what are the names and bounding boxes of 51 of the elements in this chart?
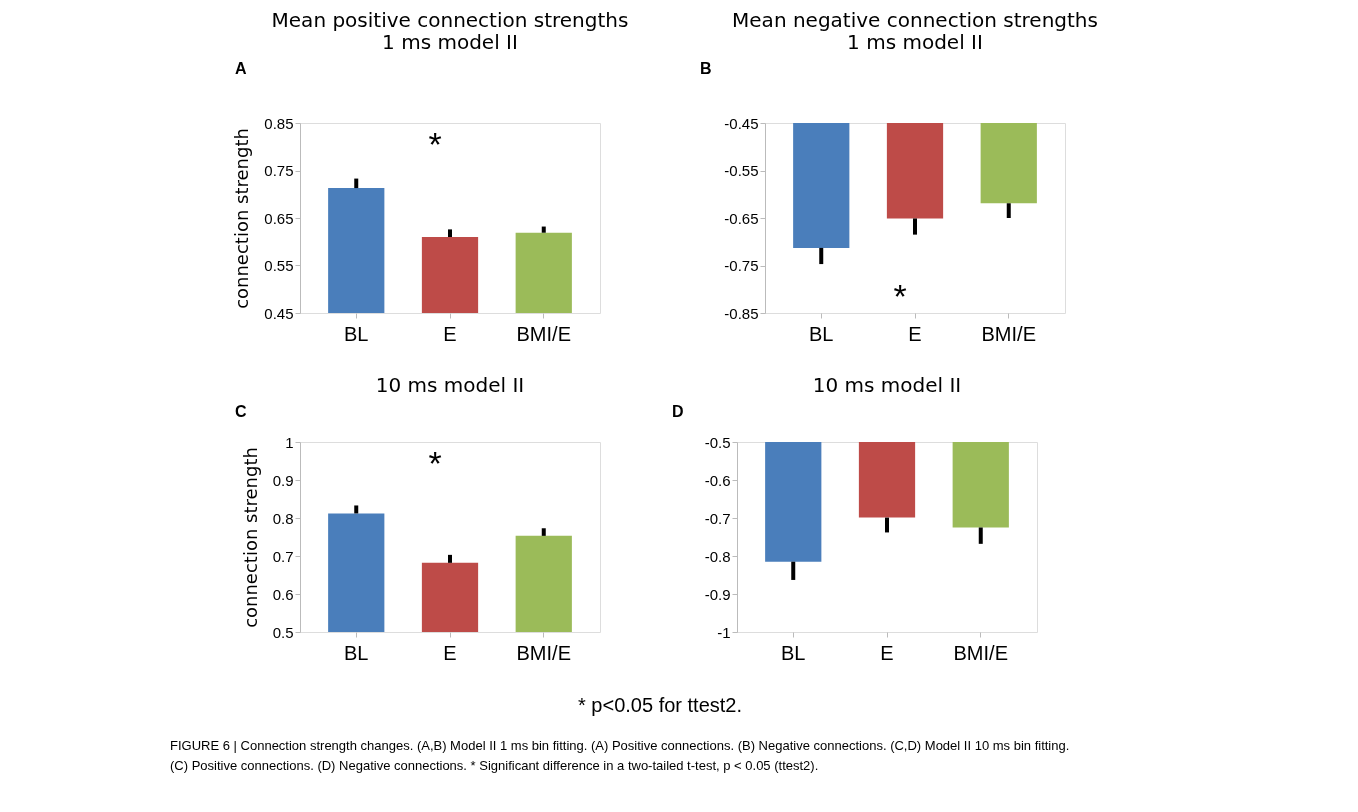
x-tick-label: BMI/E	[516, 641, 571, 664]
y-tick-label: 0.5	[272, 623, 294, 641]
y-tick-label: 0.6	[272, 585, 294, 603]
y-tick-label: -0.5	[704, 433, 731, 451]
chart-title: 10 ms model II	[812, 373, 962, 397]
x-tick-label: BL	[781, 641, 806, 664]
text: * p<0.05 for ttest2.	[578, 694, 742, 716]
y-axis-title: connection strength	[239, 447, 261, 628]
y-tick-label: 0.7	[272, 547, 294, 565]
x-tick-label: E	[443, 322, 457, 345]
x-tick-label: BL	[344, 322, 369, 345]
y-tick-label: 0.55	[264, 257, 294, 274]
annotation: *	[428, 443, 442, 482]
text: D	[672, 403, 684, 420]
x-tick-label: BMI/E	[953, 641, 1008, 664]
y-axis-title: connection strength	[231, 128, 253, 309]
y-tick-label: 1	[285, 433, 294, 451]
y-tick-label: -0.45	[724, 114, 759, 132]
x-tick-label: E	[443, 641, 457, 664]
chart-subtitle: 1 ms model II	[382, 30, 518, 54]
annotation: *	[893, 276, 907, 315]
text: C	[235, 403, 247, 420]
x-tick-label: E	[880, 641, 894, 664]
x-tick-label: BL	[344, 641, 369, 664]
chart-title: 10 ms model II	[375, 373, 525, 397]
y-tick-label: -0.75	[724, 257, 759, 274]
x-tick-label: BMI/E	[981, 322, 1036, 345]
annotation: *	[428, 124, 442, 163]
x-tick-label: BL	[809, 322, 834, 345]
y-tick-label: 0.65	[264, 209, 294, 227]
x-tick-label: BMI/E	[516, 322, 571, 345]
chart-title: Mean negative connection strengths	[732, 8, 1098, 32]
y-tick-label: -0.65	[724, 209, 759, 227]
y-tick-label: -0.85	[724, 304, 759, 322]
chart-title: Mean positive connection strengths	[271, 8, 629, 32]
x-tick-label: E	[908, 322, 922, 345]
y-tick-label: -0.8	[704, 547, 731, 565]
y-tick-label: 0.9	[272, 471, 294, 489]
y-tick-label: -1	[717, 623, 731, 641]
y-tick-label: -0.7	[704, 509, 731, 527]
y-tick-label: -0.55	[724, 162, 759, 179]
y-tick-label: 0.8	[272, 509, 294, 527]
caption: FIGURE 6 | Connection strength changes. (A,B) Model II 1 ms bin fitting. (A) Positive connections. (B) Negative connections. (C,D) Model II 10 ms bin fitting. (C) Positive connections. (D) Negative connections. * Significant difference in a two-tailed t-test, p < 0.05 (ttest2).	[170, 738, 1070, 773]
y-tick-label: -0.9	[704, 585, 731, 603]
text: A	[235, 60, 247, 77]
text: B	[700, 60, 712, 77]
chart-subtitle: 1 ms model II	[847, 30, 983, 54]
y-tick-label: -0.6	[704, 471, 731, 489]
y-tick-label: 0.75	[264, 162, 294, 179]
y-tick-label: 0.85	[264, 114, 294, 132]
y-tick-label: 0.45	[264, 304, 294, 322]
